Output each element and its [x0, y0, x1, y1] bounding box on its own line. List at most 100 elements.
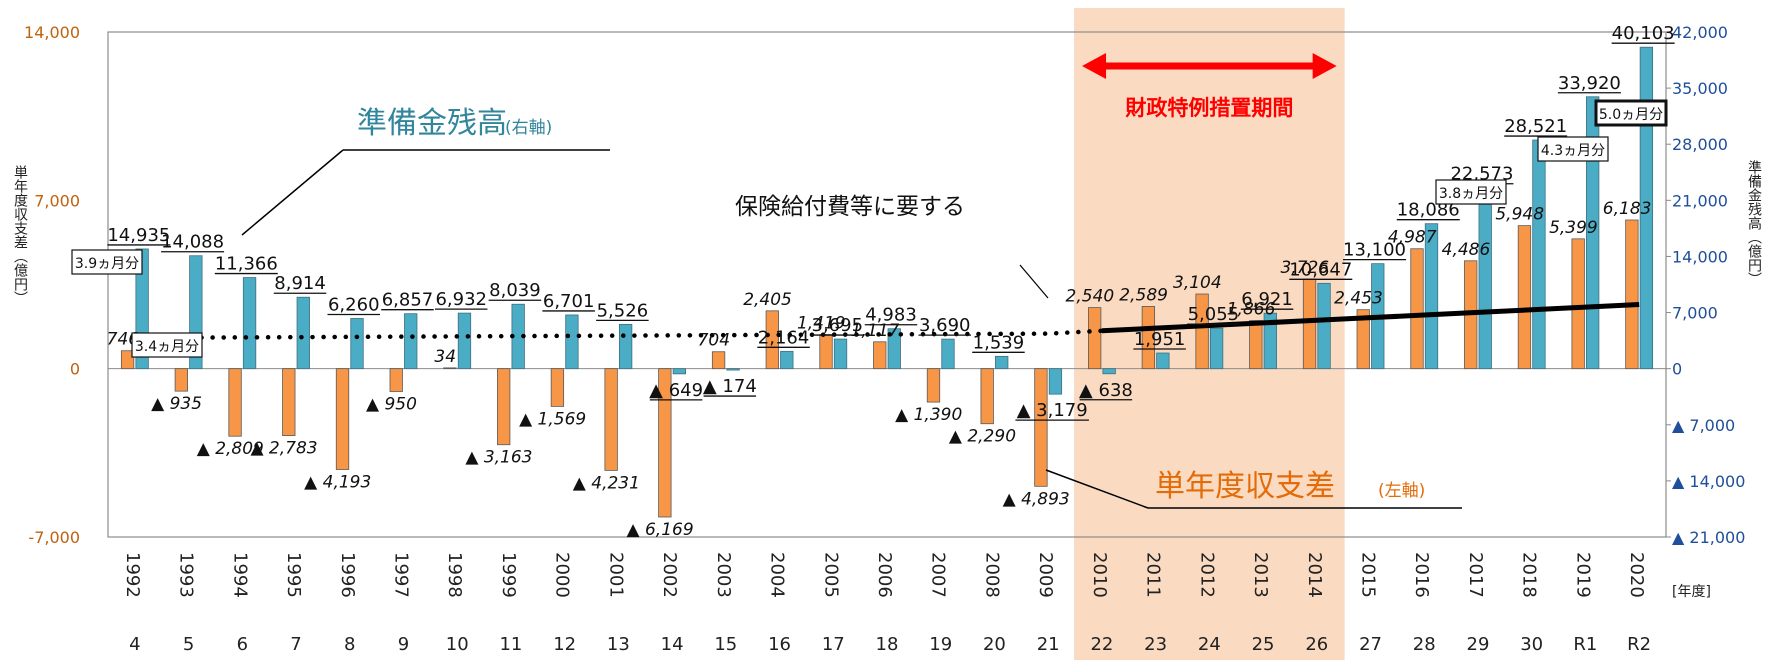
bar-balance [1625, 219, 1639, 370]
label-reserve: ▲ 174 [703, 376, 757, 397]
label-reserve: ▲ 649 [649, 380, 703, 401]
label-balance: 3,104 [1173, 273, 1222, 293]
label-reserve: 40,103 [1612, 23, 1675, 44]
label-balance: ▲ 2,809 [197, 439, 264, 459]
x-tick-label-era: 21 [1037, 634, 1060, 655]
bar-reserve [1263, 312, 1277, 370]
left-axis-tick-label: -7,000 [28, 528, 80, 547]
bar-reserve [995, 355, 1009, 370]
x-tick-label-year: 2017 [1465, 552, 1486, 598]
right-axis-tick-label: 7,000 [1672, 304, 1718, 323]
bar-balance [873, 341, 887, 370]
label-balance: 6,183 [1603, 199, 1652, 219]
label-balance: 2,453 [1334, 289, 1383, 309]
bar-reserve [780, 350, 794, 370]
label-reserve: ▲ 638 [1079, 380, 1133, 401]
legend-balance-leader [1045, 469, 1149, 509]
label-balance: 1,419 [797, 314, 846, 334]
x-tick-label-year: 2015 [1358, 552, 1379, 598]
label-balance: ▲ 2,783 [250, 439, 317, 459]
bar-balance [335, 368, 350, 470]
x-tick-label-era: 7 [290, 634, 301, 655]
bar-reserve [618, 323, 633, 370]
x-tick-label-era: 13 [607, 634, 630, 655]
bar-reserve [350, 318, 364, 370]
axes-layer: 14,000 7,000 0 -7,000 単年度収支差（億円） 42,000 35,000… [12, 23, 1762, 655]
x-tick-label-year: 1993 [176, 552, 197, 598]
x-tick-label-year: 2000 [552, 552, 573, 598]
label-reserve: 14,935 [107, 225, 170, 246]
x-tick-label-era: 12 [553, 634, 576, 655]
data-labels-layer: 746 14,935 ▲ 935 14,088 ▲ 2,809 11,366 ▲ 2,783… [107, 23, 1675, 540]
x-tick-label-era: 9 [398, 634, 409, 655]
x-tick-label-year: 2004 [767, 552, 788, 598]
bar-balance [497, 368, 511, 446]
label-reserve: 1,951 [1134, 329, 1186, 350]
bar-balance [980, 368, 994, 425]
bar-reserve [726, 368, 740, 371]
bar-balance [1571, 238, 1585, 370]
bar-balance [1302, 278, 1317, 370]
bar-reserve [887, 328, 901, 370]
bar-reserve [1532, 139, 1546, 370]
x-tick-label-year: 2012 [1196, 552, 1217, 598]
month-badge-label: 4.3ヵ月分 [1541, 143, 1605, 159]
special-period-label: 財政特例措置期間 [1125, 96, 1293, 120]
label-balance: 5,399 [1549, 218, 1598, 238]
month-badge [131, 332, 203, 358]
label-reserve: 10,647 [1289, 259, 1352, 280]
month-badge-label: 3.9ヵ月分 [75, 256, 139, 272]
label-reserve: 14,088 [161, 232, 224, 253]
benefit-line-layer [132, 302, 1640, 341]
x-tick-label-era: 4 [129, 634, 140, 655]
x-tick-label-era: 30 [1520, 634, 1543, 655]
x-tick-label-year: 2001 [605, 552, 626, 598]
x-tick-label-era: 6 [237, 634, 248, 655]
label-reserve: 1,539 [973, 332, 1025, 353]
x-tick-label-year: 2005 [820, 552, 841, 598]
x-tick-label-era: 19 [929, 634, 952, 655]
label-balance: 5,948 [1495, 205, 1544, 225]
bar-balance [926, 368, 941, 403]
legend-reserve-leader [241, 149, 344, 236]
x-tick-label-era: 28 [1413, 634, 1436, 655]
x-tick-label-year: 2009 [1035, 552, 1056, 598]
month-badge-label: 5.0ヵ月分 [1599, 107, 1663, 123]
label-reserve: 33,920 [1558, 73, 1621, 94]
bar-balance [282, 368, 296, 436]
x-tick-label-era: 23 [1144, 634, 1167, 655]
x-tick-label-era: 8 [344, 634, 355, 655]
bar-balance [1195, 293, 1209, 370]
x-tick-label-era: 25 [1252, 634, 1275, 655]
month-badge-label: 3.4ヵ月分 [135, 339, 199, 355]
annotations-layer: 保険給付費等に要する 3.9ヵ月分 3.4ヵ月分 3.8ヵ月分 4.3ヵ月分 5.0ヵ月分… [71, 99, 1668, 509]
label-balance: ▲ 950 [366, 395, 417, 415]
bar-reserve [833, 338, 848, 370]
label-reserve: 6,701 [543, 291, 595, 312]
left-axis-title: 単年度収支差（億円） [12, 165, 28, 305]
right-axis-tick-label: 0 [1672, 360, 1682, 379]
label-reserve: 6,260 [328, 294, 380, 315]
arrow-head-left-icon [1082, 53, 1107, 79]
label-reserve: 4,983 [865, 305, 917, 326]
bar-reserve [1102, 368, 1116, 375]
legend-balance-axis: (左軸) [1378, 481, 1425, 501]
x-tick-label-era: 27 [1359, 634, 1382, 655]
label-balance: ▲ 4,193 [304, 472, 371, 492]
right-axis-tick-label: ▲ 21,000 [1672, 528, 1745, 547]
bar-balance [550, 368, 565, 407]
bar-balance [658, 368, 672, 518]
x-tick-label-year: 1997 [390, 552, 411, 598]
x-tick-label-era: 15 [714, 634, 737, 655]
x-unit-label: [年度] [1672, 584, 1711, 600]
bar-balance [1517, 225, 1532, 370]
bar-balance [711, 351, 726, 370]
legend-balance-label: 単年度収支差 [1155, 469, 1335, 504]
x-tick-label-era: R1 [1573, 634, 1597, 655]
label-reserve: 8,914 [274, 273, 326, 294]
right-axis-tick-label: 28,000 [1672, 135, 1728, 154]
x-tick-label-era: 26 [1305, 634, 1328, 655]
month-badge [71, 249, 143, 275]
label-balance: ▲ 4,893 [1003, 489, 1070, 509]
label-balance: 1,117 [851, 321, 900, 341]
